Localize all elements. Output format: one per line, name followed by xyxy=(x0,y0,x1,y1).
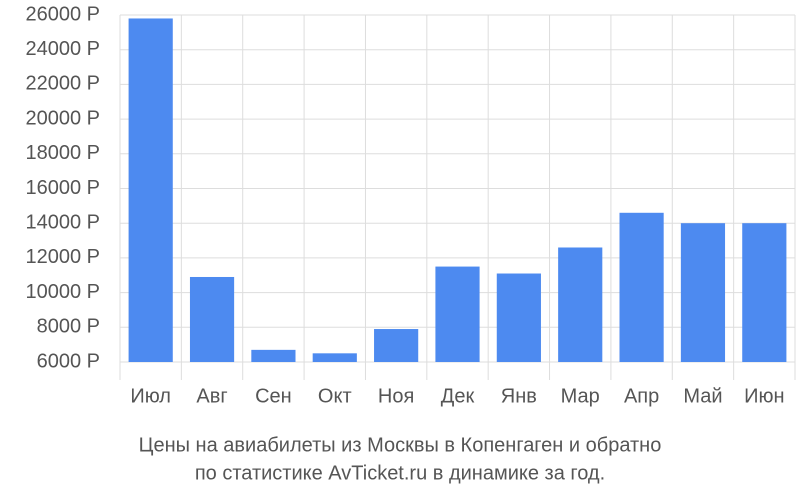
bar xyxy=(251,349,296,362)
y-tick-label: 12000 Р xyxy=(25,246,100,268)
y-tick-label: 26000 Р xyxy=(25,3,100,25)
y-tick-label: 6000 Р xyxy=(37,350,100,372)
bar xyxy=(619,212,664,362)
bar xyxy=(496,273,541,362)
chart-title: Цены на авиабилеты из Москвы в Копенгаге… xyxy=(139,434,662,456)
bar xyxy=(680,223,726,362)
x-tick-label: Апр xyxy=(624,385,659,407)
x-tick-label: Сен xyxy=(255,385,292,407)
x-tick-label: Мар xyxy=(561,385,600,407)
y-tick-label: 16000 Р xyxy=(25,177,100,199)
y-tick-label: 10000 Р xyxy=(25,281,100,303)
y-tick-label: 20000 Р xyxy=(25,107,100,129)
x-tick-label: Янв xyxy=(501,385,537,407)
chart-title: по статистике AvTicket.ru в динамике за … xyxy=(195,462,605,484)
bar xyxy=(742,223,787,362)
y-tick-label: 8000 Р xyxy=(37,316,100,338)
x-tick-label: Окт xyxy=(318,385,352,407)
bar xyxy=(312,353,357,362)
bar xyxy=(374,329,419,362)
y-tick-label: 18000 Р xyxy=(25,142,100,164)
x-tick-label: Ноя xyxy=(378,385,414,407)
x-tick-label: Авг xyxy=(196,385,227,407)
y-tick-label: 24000 Р xyxy=(25,38,100,60)
x-tick-label: Май xyxy=(683,385,722,407)
x-tick-label: Дек xyxy=(441,385,475,407)
x-tick-label: Июл xyxy=(130,385,171,407)
bar xyxy=(128,18,173,362)
y-tick-label: 14000 Р xyxy=(25,211,100,233)
bar xyxy=(435,266,480,362)
bar xyxy=(558,247,603,362)
y-tick-label: 22000 Р xyxy=(25,73,100,95)
bar xyxy=(189,276,235,362)
x-tick-label: Июн xyxy=(744,385,784,407)
